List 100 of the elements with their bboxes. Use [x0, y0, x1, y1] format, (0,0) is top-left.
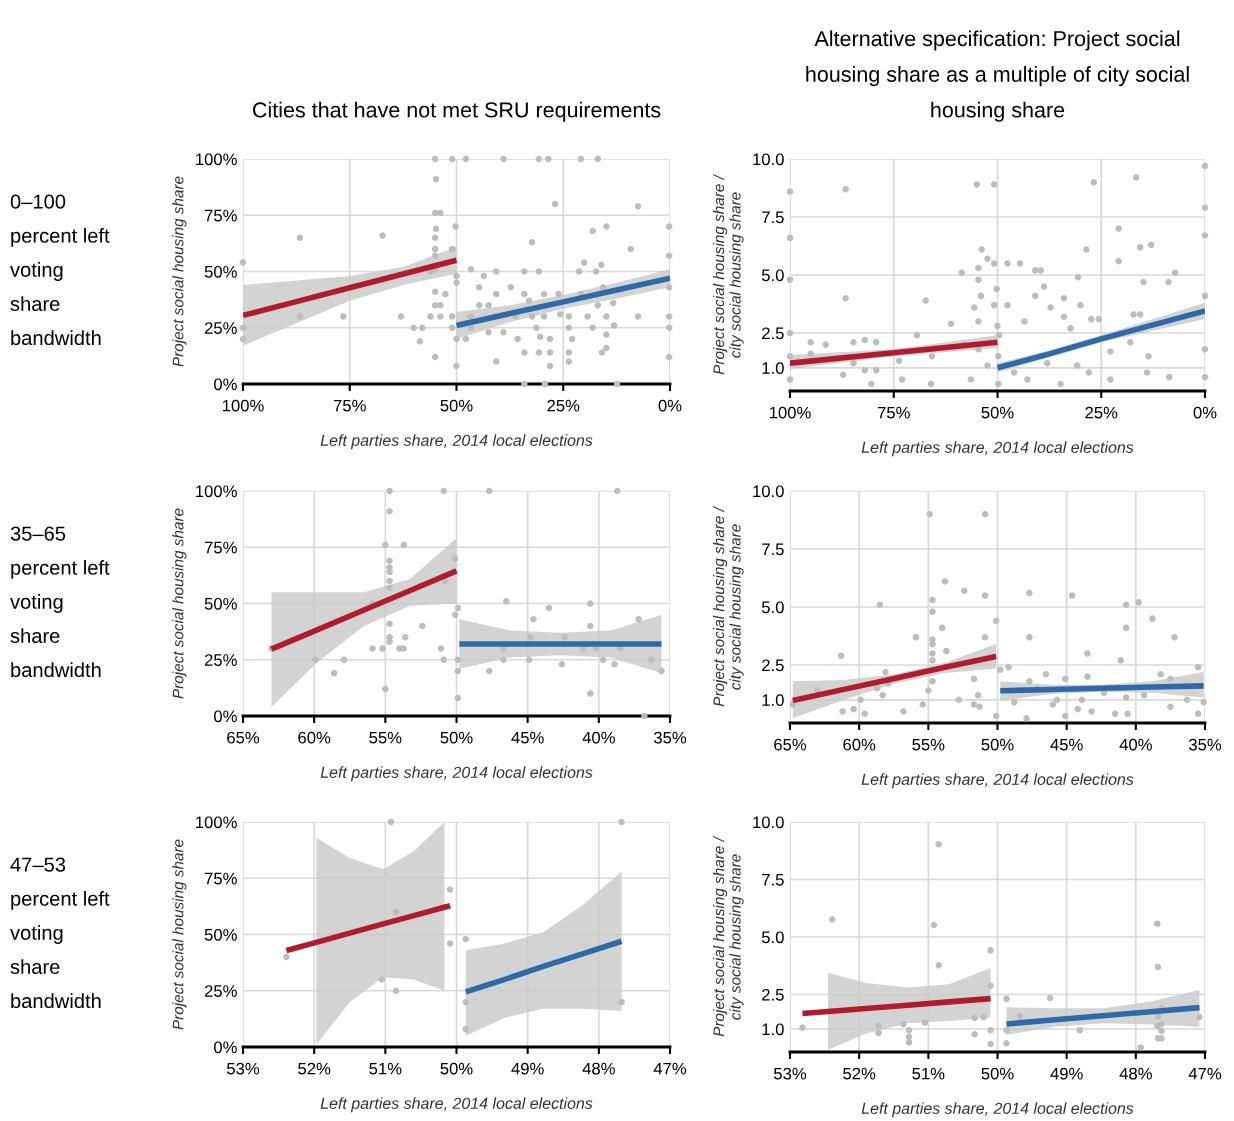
point [387, 818, 395, 826]
point [1003, 995, 1010, 1003]
y-axis-title: Project social housing share [172, 176, 187, 367]
x-axis-title: Left parties share, 2014 local elections [861, 1102, 1134, 1118]
x-tick-label: 35% [653, 731, 687, 744]
point [340, 656, 348, 664]
x-axis-title: Left parties share, 2014 local elections [320, 1097, 593, 1113]
x-tick-label: 52% [843, 1067, 876, 1080]
y-tick-label: 25% [204, 654, 237, 666]
point [905, 1026, 913, 1034]
x-tick-label: 50% [981, 1067, 1014, 1080]
x-tick-label: 49% [511, 1062, 544, 1075]
y-tick-label: 50% [204, 265, 237, 278]
point [980, 1014, 987, 1021]
point [386, 620, 393, 628]
x-tick-label: 25% [1085, 406, 1118, 419]
x-axis-title: Left parties share, 2014 local elections [861, 441, 1134, 457]
x-tick-label: 55% [912, 738, 945, 751]
point [971, 1031, 978, 1038]
y-tick-label: 1.0 [762, 694, 784, 706]
point [369, 645, 376, 652]
point [283, 953, 290, 961]
point [641, 712, 648, 720]
x-tick-label: 45% [511, 731, 544, 744]
point [799, 1024, 806, 1031]
point [386, 487, 393, 495]
y-tick-label: 75% [204, 872, 237, 885]
y-tick-label: 5.0 [761, 931, 784, 944]
point [1196, 1013, 1203, 1021]
point [454, 656, 462, 664]
point [987, 1040, 994, 1048]
x-tick-label: 75% [877, 406, 910, 419]
point [500, 656, 507, 664]
y-tick-label: 5.0 [761, 269, 784, 282]
y-tick-label: 2.5 [762, 659, 784, 672]
x-tick-label: 60% [298, 731, 331, 744]
point [400, 541, 408, 549]
y-tick-label: 75% [204, 209, 237, 222]
point [545, 604, 553, 612]
y-tick-label: 75% [204, 541, 237, 554]
x-tick-label: 47% [653, 1062, 687, 1075]
text: 47–53 percent left voting share bandwidth [10, 857, 110, 1009]
point [558, 660, 566, 668]
x-tick-label: 48% [1119, 1067, 1152, 1080]
point [635, 615, 642, 623]
x-axis-title: Left parties share, 2014 local elections [320, 434, 593, 450]
chart-title: Alternative specification: Project social housing share as a multiple of city social housing share [806, 30, 1189, 122]
x-tick-label: 0% [1193, 406, 1217, 419]
point [378, 976, 386, 983]
point [1076, 1026, 1084, 1034]
x-tick-label: 40% [582, 731, 615, 744]
x-tick-label: 45% [1050, 738, 1083, 751]
y-tick-label: 50% [204, 928, 237, 941]
point [446, 940, 454, 947]
x-tick-label: 52% [298, 1062, 331, 1075]
point [921, 1019, 929, 1026]
y-tick-label: 50% [204, 597, 237, 610]
point [987, 982, 994, 990]
x-tick-label: 50% [981, 738, 1014, 751]
y-tick-label: 2.5 [762, 988, 784, 1001]
point [987, 1026, 994, 1034]
point [462, 1025, 470, 1033]
x-tick-label: 53% [226, 1062, 260, 1075]
point [1154, 920, 1161, 927]
point [312, 656, 319, 664]
y-tick-label: 10.0 [753, 153, 784, 166]
point [379, 645, 386, 652]
y-tick-label: 1.0 [762, 1023, 784, 1036]
point [437, 645, 445, 652]
x-tick-label: 50% [981, 406, 1014, 419]
y-axis-title: Project social housing share [172, 839, 187, 1030]
point [386, 638, 393, 646]
y-axis-title: Project social housing share / city social housing share [712, 173, 744, 375]
x-tick-label: 50% [440, 1062, 473, 1075]
x-tick-label: 49% [1050, 1067, 1083, 1080]
point [525, 656, 533, 664]
y-axis-title: Project social housing share / city social housing share [712, 505, 744, 707]
x-tick-label: 40% [1119, 738, 1152, 751]
point [386, 577, 393, 585]
x-tick-label: 47% [1188, 1067, 1222, 1080]
point [561, 633, 568, 641]
point [462, 998, 470, 1006]
point [1137, 1044, 1144, 1051]
y-tick-label: 7.5 [762, 543, 784, 556]
x-tick-label: 75% [333, 399, 366, 412]
point [451, 611, 459, 619]
point [454, 604, 462, 612]
point [419, 622, 426, 630]
y-axis-title: Project social housing share / city social housing share [712, 835, 744, 1037]
y-tick-label: 5.0 [761, 601, 784, 614]
point [930, 921, 938, 929]
point [1158, 1034, 1165, 1042]
x-tick-label: 50% [440, 399, 473, 412]
point [392, 987, 400, 995]
point [971, 1014, 978, 1022]
point [503, 597, 510, 605]
point [386, 584, 393, 592]
point [402, 633, 409, 641]
x-tick-label: 55% [369, 731, 402, 744]
x-tick-label: 100% [222, 399, 264, 412]
